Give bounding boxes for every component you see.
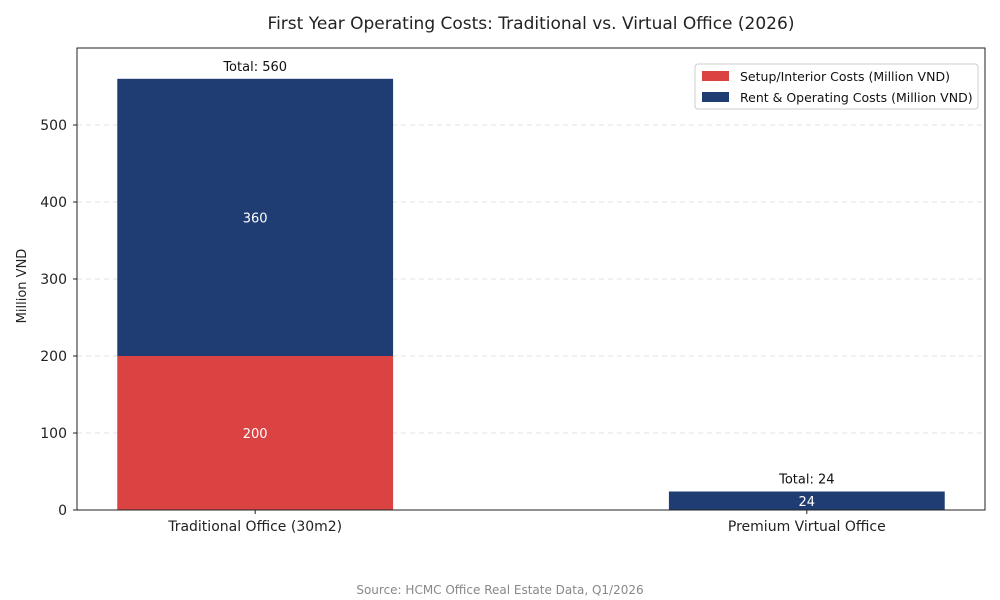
- legend-swatch: [702, 92, 729, 102]
- y-tick-label: 500: [40, 118, 67, 134]
- legend: Setup/Interior Costs (Million VND) Rent &…: [694, 63, 979, 110]
- bar-segment: [117, 356, 394, 510]
- y-axis-label: Million VND: [15, 249, 30, 324]
- y-tick-label: 300: [40, 272, 67, 288]
- segment-label: 200: [243, 427, 268, 442]
- source-note: Source: HCMC Office Real Estate Data, Q1…: [356, 583, 643, 597]
- bar-segment: [117, 78, 394, 357]
- x-tick-label: Traditional Office (30m2): [167, 519, 342, 535]
- y-tick-label: 400: [40, 195, 67, 211]
- y-tick-label: 0: [58, 503, 67, 519]
- legend-label: Setup/Interior Costs (Million VND): [740, 69, 950, 84]
- bar-segment: [668, 491, 945, 510]
- y-tick-label: 100: [40, 426, 67, 442]
- legend-swatch: [702, 71, 729, 81]
- x-tick-label: Premium Virtual Office: [728, 519, 886, 535]
- legend-label: Rent & Operating Costs (Million VND): [740, 90, 973, 105]
- y-tick-label: 200: [40, 349, 67, 365]
- total-label: Total: 560: [222, 60, 287, 75]
- chart-title: First Year Operating Costs: Traditional …: [268, 14, 795, 34]
- segment-label: 24: [799, 495, 816, 510]
- legend-box: [694, 63, 979, 110]
- segment-label: 360: [243, 211, 268, 226]
- total-label: Total: 24: [778, 473, 834, 488]
- plot-frame: [76, 47, 986, 511]
